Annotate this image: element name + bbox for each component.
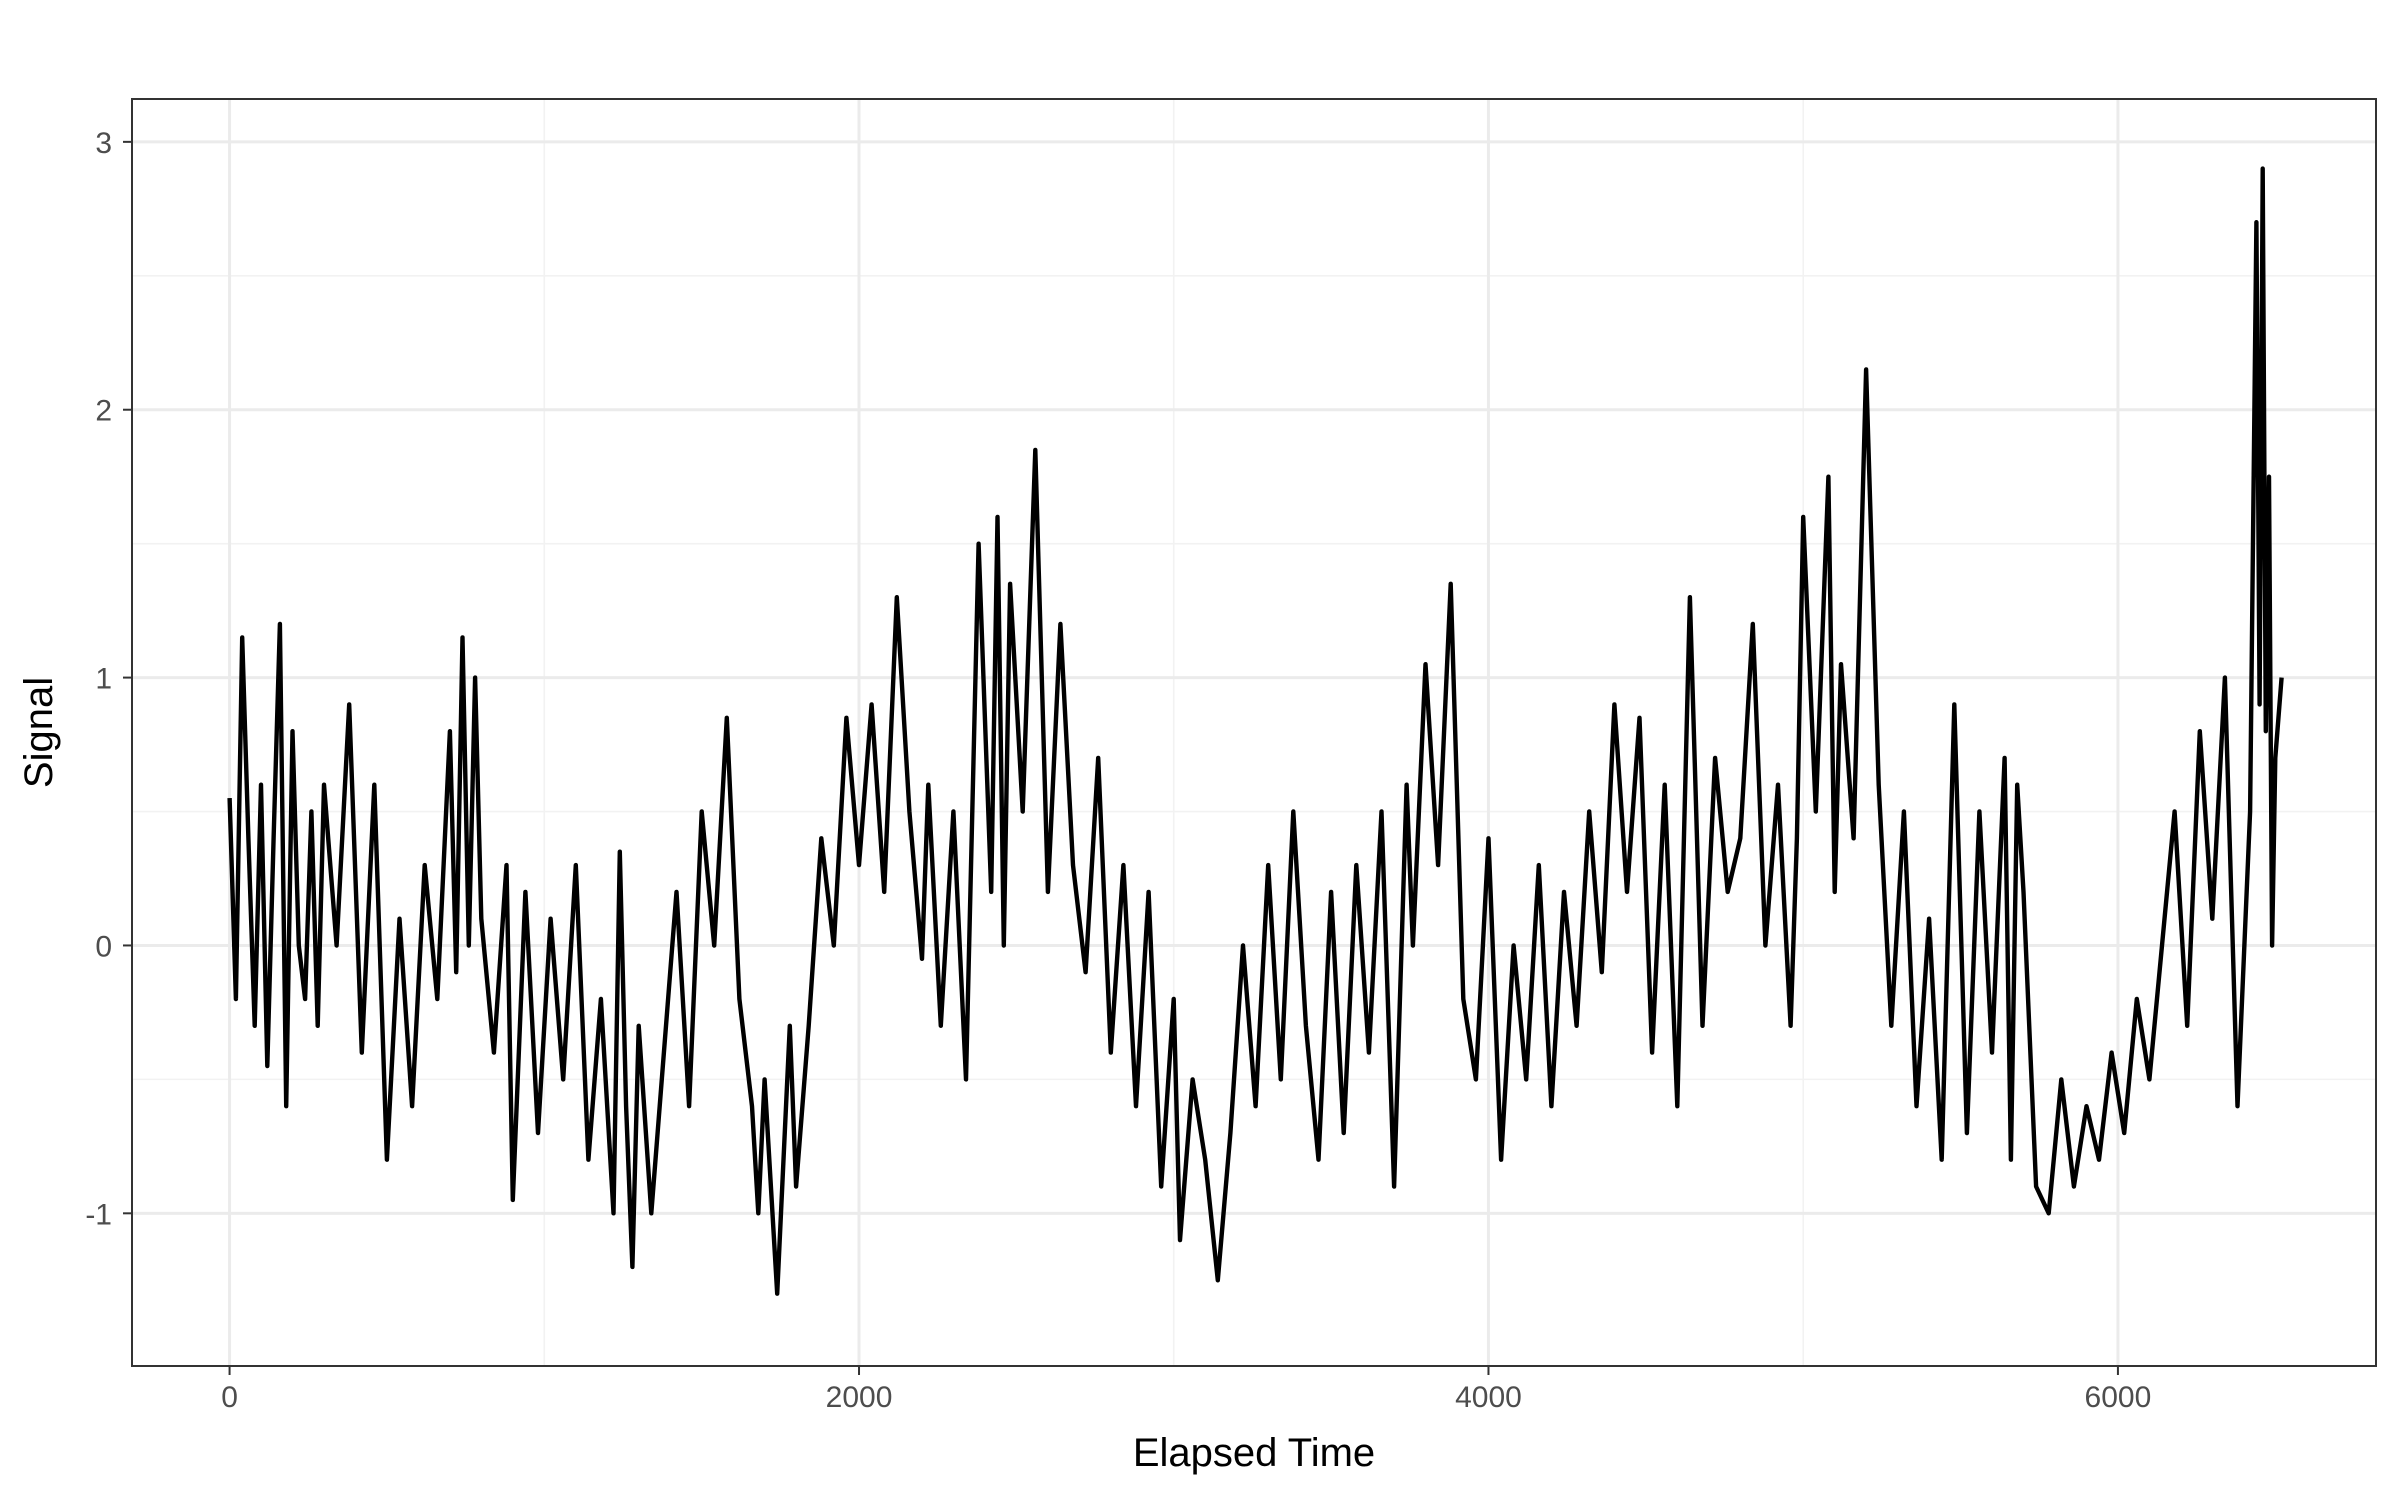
x-tick-label: 0 bbox=[221, 1381, 238, 1414]
signal-series-line bbox=[227, 166, 2284, 1296]
y-axis-title: Signal bbox=[17, 677, 61, 788]
panel-border bbox=[131, 98, 2377, 1367]
y-axis-ticks: -1 0 1 2 3 bbox=[85, 127, 132, 1231]
x-axis-ticks: 0 2000 4000 6000 bbox=[221, 1366, 2151, 1414]
y-tick-label: -1 bbox=[85, 1198, 112, 1231]
x-tick-label: 6000 bbox=[2085, 1381, 2152, 1414]
minor-gridlines bbox=[132, 99, 2376, 1366]
plot-series bbox=[227, 166, 2284, 1296]
y-tick-label: 1 bbox=[95, 663, 112, 696]
major-gridlines bbox=[132, 99, 2376, 1366]
y-tick-label: 3 bbox=[95, 127, 112, 160]
x-axis-title: Elapsed Time bbox=[1133, 1431, 1375, 1475]
x-tick-label: 2000 bbox=[826, 1381, 893, 1414]
y-tick-label: 2 bbox=[95, 395, 112, 428]
y-tick-label: 0 bbox=[95, 930, 112, 963]
x-tick-label: 4000 bbox=[1455, 1381, 1522, 1414]
